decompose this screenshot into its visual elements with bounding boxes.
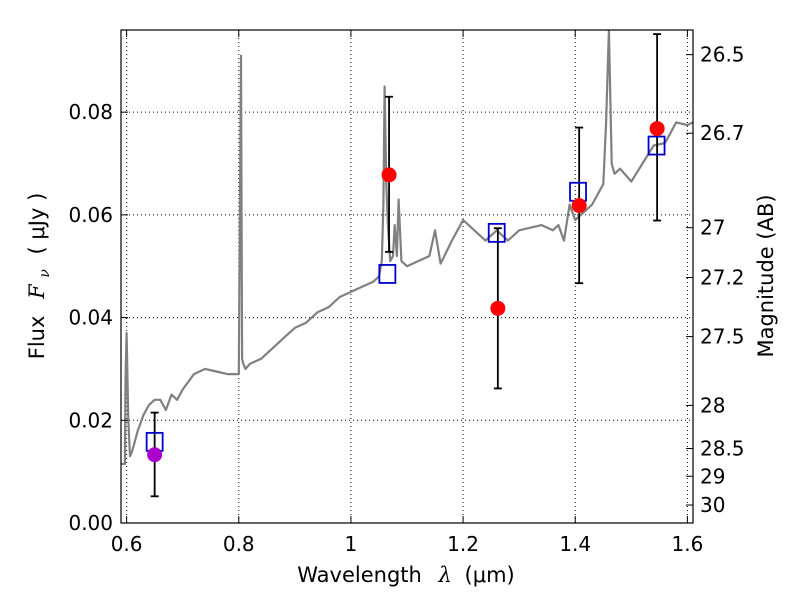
y-tick-label: 0.08: [68, 100, 113, 124]
y2-tick-label: 29: [700, 464, 725, 488]
y2-tick-label: 27.2: [700, 266, 745, 290]
y-axis-title-unit: ( μJy ): [25, 193, 49, 255]
x-tick-label: 1.6: [671, 532, 703, 556]
x-tick-label: 1.2: [447, 532, 479, 556]
y2-axis-ticks: 26.5 26.7 27 27.2 27.5 28 28.5 29 30: [686, 43, 745, 517]
x-axis-title: Wavelength λ (μm): [297, 563, 514, 587]
observed-flux-points: [147, 121, 665, 463]
model-photometry-square: [378, 264, 397, 284]
observed-flux-point: [490, 300, 506, 316]
x-tick-label: 1.4: [559, 532, 591, 556]
y-axis-ticks: 0.00 0.02 0.04 0.06 0.08: [68, 100, 128, 535]
spectrum-line: [121, 30, 693, 465]
y-axis-title: Flux F ν ( μJy ): [25, 193, 54, 360]
y-tick-label: 0.02: [68, 408, 113, 432]
y-tick-label: 0.04: [68, 306, 113, 330]
x-axis-title-lambda: λ: [438, 563, 452, 587]
y2-tick-label: 28: [700, 393, 725, 417]
observed-flux-point: [381, 167, 397, 183]
x-axis-title-unit: (μm): [465, 563, 515, 587]
observed-flux-point: [571, 198, 587, 214]
model-photometry-square: [647, 135, 666, 156]
x-axis-title-prefix: Wavelength: [297, 563, 422, 587]
model-photometry-square: [487, 222, 506, 243]
y2-tick-label: 26.5: [700, 43, 745, 67]
x-tick-label: 1: [345, 532, 358, 556]
plot-frame: [120, 29, 694, 524]
y2-axis-title: Magnitude (AB): [754, 194, 778, 357]
x-tick-label: 0.8: [223, 532, 255, 556]
y2-tick-label: 26.7: [700, 121, 745, 145]
observed-flux-point: [649, 121, 665, 137]
y-axis-title-subscript: ν: [37, 269, 53, 278]
y2-tick-label: 30: [700, 493, 725, 517]
y-axis-title-prefix: Flux: [25, 316, 49, 360]
observed-flux-point: [147, 447, 163, 463]
y2-tick-label: 27: [700, 216, 725, 240]
y2-tick-label: 28.5: [700, 437, 745, 461]
spectrum-layer: [121, 30, 693, 465]
y-axis-title-symbol: F: [25, 283, 49, 300]
y2-tick-label: 27.5: [700, 325, 745, 349]
x-axis-ticks: 0.6 0.8 1 1.2 1.4 1.6: [111, 30, 703, 556]
x-tick-label: 0.6: [111, 532, 143, 556]
y-tick-label: 0.06: [68, 203, 113, 227]
y-tick-label: 0.00: [68, 511, 113, 535]
